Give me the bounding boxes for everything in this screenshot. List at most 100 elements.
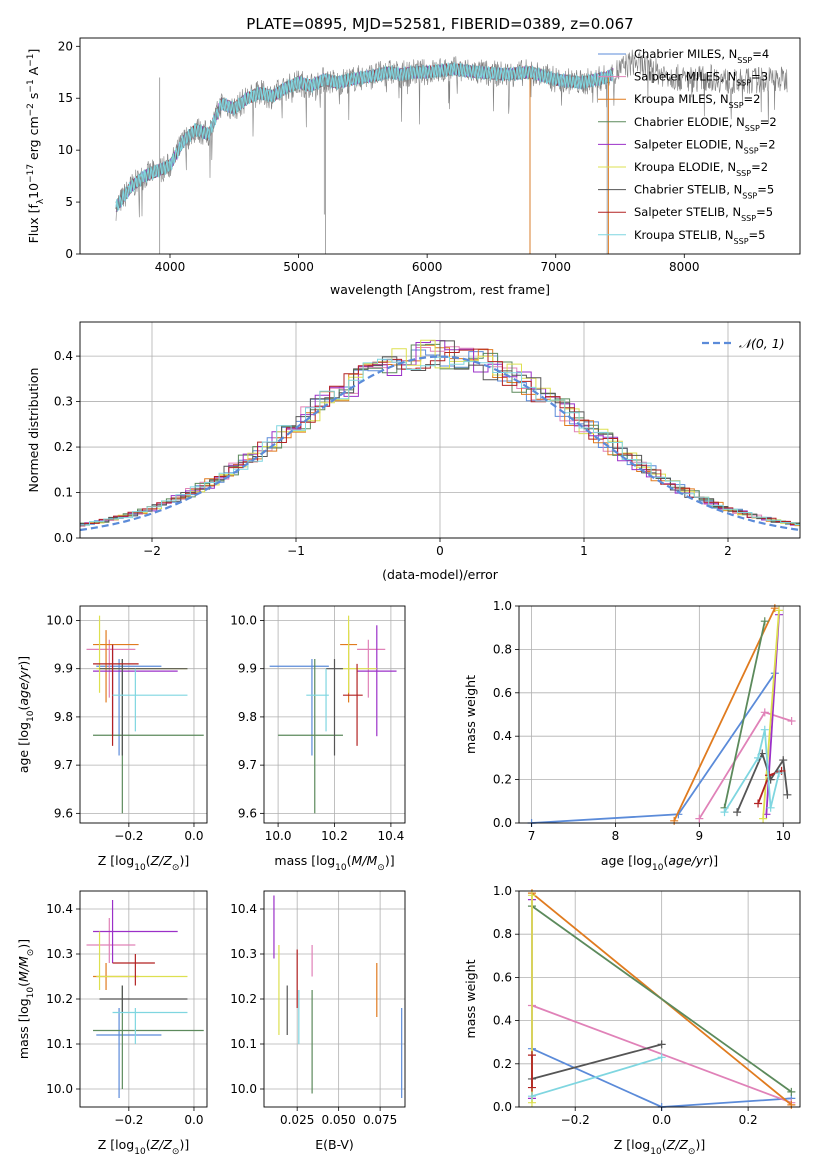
x-tick-label: 0.0: [184, 829, 203, 843]
plot-area: [86, 615, 204, 814]
panel-age-vs-mass: 10.0 10.2 10.4 9.6 9.7 9.8 9.9 10.0 mass [log10(…: [230, 605, 406, 873]
panel-mass-vs-EBV: 0.025 0.050 0.075 10.0 10.1 10.2 10.3 10.4 E(B-V…: [230, 890, 406, 1152]
y-tick-label: 0.3: [54, 395, 73, 409]
x-axis-label: Z [log10(Z/Z⊙)]: [98, 853, 189, 873]
x-tick-label: 0.0: [184, 1113, 203, 1127]
y-tick-label: 10.0: [46, 1082, 73, 1096]
y-tick-label: 15: [58, 91, 73, 105]
legend-label: Kroupa ELODIE, NSSP=2: [634, 160, 768, 178]
mass-weight-marker: [527, 1051, 536, 1060]
mass-weight-marker: [657, 1040, 666, 1049]
y-tick-label: 10: [58, 143, 73, 157]
y-tick-label: 0.4: [493, 729, 512, 743]
x-tick-label: 7000: [540, 260, 571, 274]
mass-weight-line: [673, 607, 776, 822]
mass-weight-line: [762, 610, 780, 819]
mass-weight-marker: [787, 1087, 796, 1096]
y-tick-label: 10.1: [46, 1037, 73, 1051]
y-axis-label: Flux [fλ10−17 erg cm−2 s−1 A−1]: [26, 49, 46, 244]
x-axis-label: Z [log10(Z/Z⊙)]: [614, 1137, 705, 1157]
x-tick-label: 5000: [283, 260, 314, 274]
y-tick-label: 0.0: [54, 531, 73, 545]
legend-label: Kroupa MILES, NSSP=2: [634, 92, 760, 110]
y-tick-label: 10.0: [46, 613, 73, 627]
y-axis-label: mass [log10(M/M⊙)]: [16, 939, 36, 1059]
y-tick-label: 0.2: [493, 1057, 512, 1071]
mass-weight-marker: [754, 753, 763, 762]
y-tick-label: 9.7: [54, 758, 73, 772]
mass-weight-marker: [770, 604, 779, 613]
panel-residuals: −2 −1 0 1 2 0.0 0.1 0.2 0.3 0.4 𝒩(0, 1) (data-model…: [26, 321, 801, 582]
y-tick-label: 9.6: [54, 806, 73, 820]
legend-label: Chabrier MILES, NSSP=4: [634, 47, 769, 65]
mass-weight-marker: [733, 808, 742, 817]
observed-spectrum-line: [115, 49, 788, 221]
x-tick-label: −0.2: [561, 1113, 590, 1127]
y-tick-label: 0.4: [54, 349, 73, 363]
x-tick-label: 7: [528, 829, 536, 843]
plot-area: [80, 339, 800, 532]
mass-weight-marker: [760, 725, 769, 734]
plot-area: [86, 900, 204, 1098]
x-tick-label: 0: [436, 544, 444, 558]
y-tick-label: 0.6: [493, 970, 512, 984]
panel-mass-vs-Z: −0.2 0.0 10.0 10.1 10.2 10.3 10.4 Z [log10(Z/Z⊙…: [16, 890, 208, 1157]
y-tick-label: 10.4: [230, 902, 257, 916]
mass-weight-marker: [766, 803, 775, 812]
panel-massweight-vs-Z: −0.2 0.0 0.2 0.0 0.2 0.4 0.6 0.8 1.0 Z [log10(Z/Z…: [463, 884, 801, 1157]
mass-weight-marker: [720, 808, 729, 817]
x-tick-label: 2: [724, 544, 732, 558]
y-tick-label: 10.3: [46, 947, 73, 961]
y-tick-label: 0.6: [493, 686, 512, 700]
mass-weight-marker: [760, 708, 769, 717]
y-axis-label: Normed distribution: [26, 368, 41, 493]
plot-area: [527, 889, 796, 1111]
mass-weight-line: [723, 621, 766, 808]
x-axis-label: Z [log10(Z/Z⊙)]: [98, 1137, 189, 1157]
plot-area: [527, 604, 796, 827]
y-tick-label: 9.6: [238, 806, 257, 820]
mass-weight-marker: [657, 1053, 666, 1062]
figure-title: PLATE=0895, MJD=52581, FIBERID=0389, z=0…: [246, 15, 633, 33]
y-tick-label: 9.9: [238, 662, 257, 676]
axes-frame: [79, 321, 801, 539]
x-tick-label: −1: [287, 544, 305, 558]
x-tick-label: 0.075: [363, 1113, 397, 1127]
plot-area: [115, 49, 788, 254]
y-tick-label: 0.4: [493, 1014, 512, 1028]
x-tick-label: 0.0: [652, 1113, 671, 1127]
histogram-step-line: [80, 356, 800, 526]
y-tick-label: 20: [58, 39, 73, 53]
x-tick-label: 10: [776, 829, 791, 843]
panel-spectrum: 4000 5000 6000 7000 8000 0 5 10 15 20 Chabrier MIL…: [26, 37, 801, 297]
normal-distribution-curve: [80, 355, 800, 532]
mass-weight-marker: [527, 1083, 536, 1092]
y-tick-label: 0: [65, 247, 73, 261]
y-tick-label: 0.8: [493, 642, 512, 656]
mass-weight-marker: [527, 891, 536, 900]
y-tick-label: 0.2: [493, 773, 512, 787]
y-tick-label: 10.3: [230, 947, 257, 961]
legend-label: Chabrier STELIB, NSSP=5: [634, 183, 774, 201]
y-tick-label: 9.8: [238, 710, 257, 724]
x-tick-label: 4000: [155, 260, 186, 274]
legend-label: Kroupa STELIB, NSSP=5: [634, 228, 765, 246]
mass-weight-marker: [787, 1100, 796, 1109]
y-axis-label: age [log10(age/yr)]: [16, 656, 36, 773]
histogram-step-line: [80, 340, 800, 527]
axes-frame: [518, 605, 801, 824]
mass-weight-marker: [775, 606, 784, 615]
x-tick-label: 0.2: [739, 1113, 758, 1127]
mass-weight-line: [698, 711, 792, 820]
mass-weight-line: [531, 672, 776, 824]
y-tick-label: 1.0: [493, 884, 512, 898]
x-tick-label: −2: [143, 544, 161, 558]
mass-weight-marker: [783, 790, 792, 799]
axes-frame: [263, 890, 406, 1108]
y-tick-label: 10.0: [230, 613, 257, 627]
mass-weight-marker: [760, 617, 769, 626]
plot-area: [273, 895, 403, 1098]
y-axis-label: mass weight: [463, 959, 478, 1038]
